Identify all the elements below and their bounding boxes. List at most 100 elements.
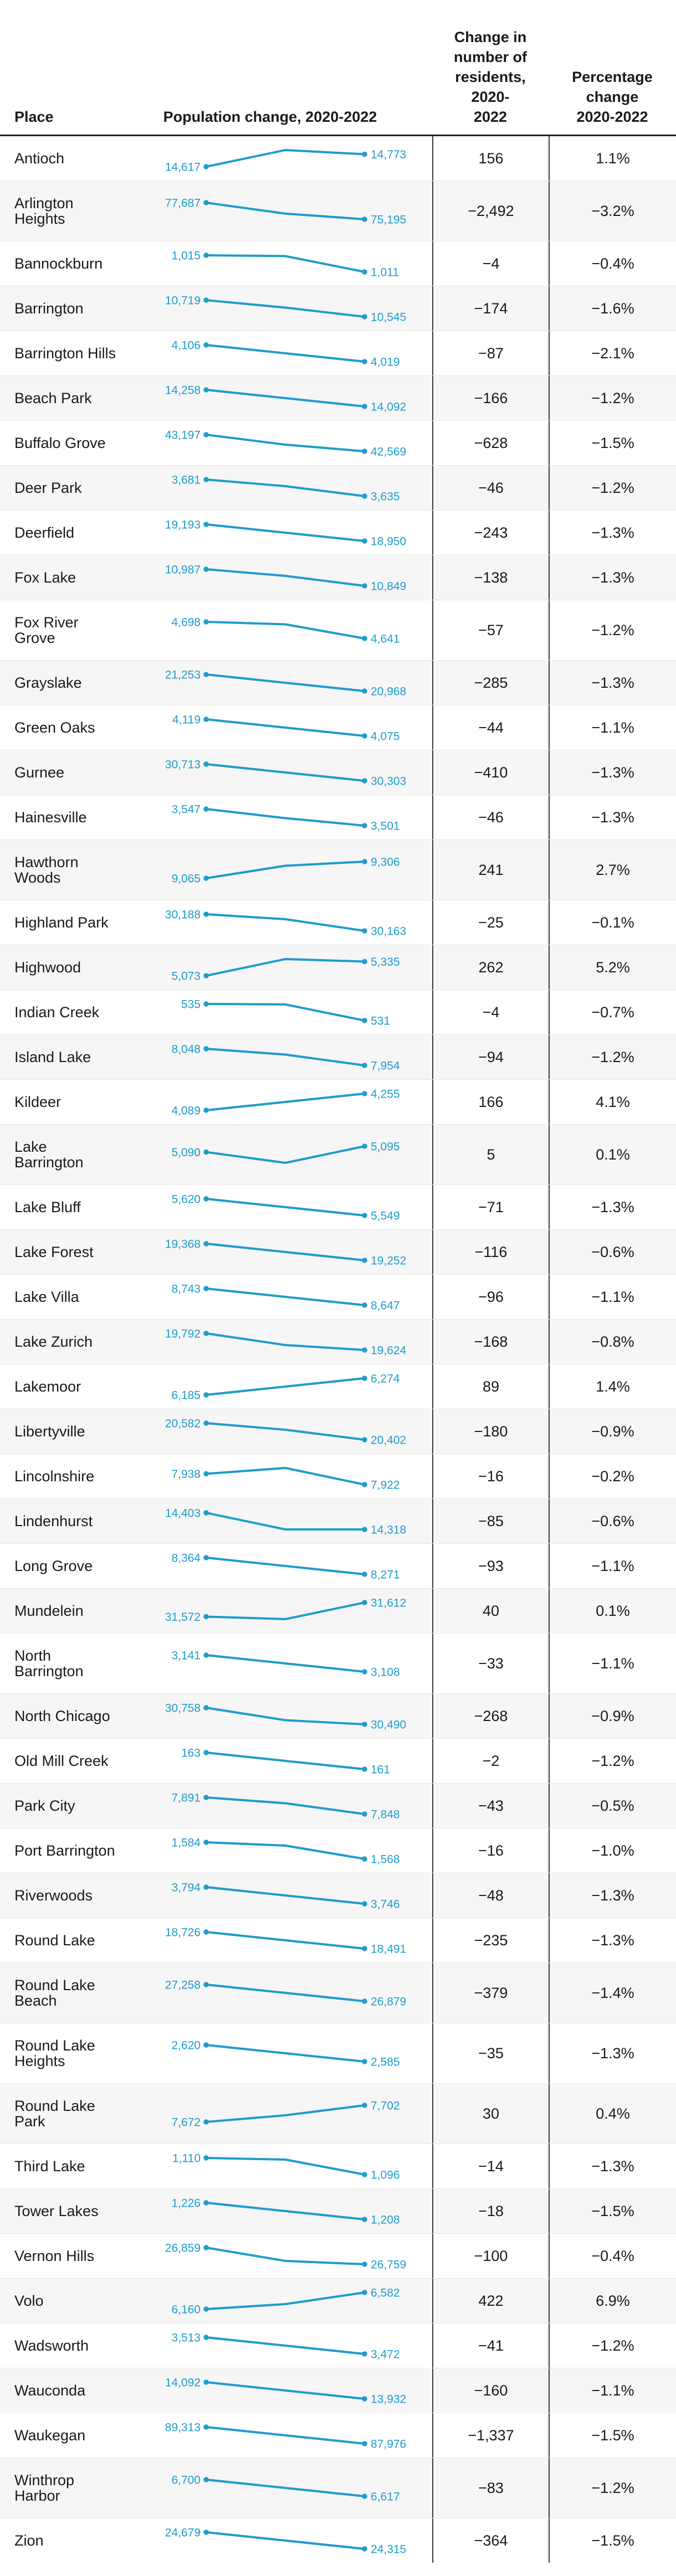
resident-change-value: −93 <box>432 1544 549 1588</box>
sparkline-chart: 1,015 1,011 <box>171 249 399 279</box>
sparkline-chart: 19,193 18,950 <box>165 518 406 548</box>
sparkline-start-dot <box>203 1286 209 1291</box>
end-value-label: 1,011 <box>371 266 399 279</box>
sparkline-line <box>205 568 366 587</box>
start-value-label: 10,719 <box>165 294 201 307</box>
end-value-label: 1,096 <box>371 2168 400 2181</box>
sparkline-line <box>205 1654 366 1673</box>
sparkline-start-dot <box>203 1652 209 1658</box>
place-name: Zion <box>14 2532 44 2549</box>
sparkline-start-dot <box>203 1471 209 1477</box>
end-value-label: 6,274 <box>371 1372 400 1385</box>
end-value-label: 30,303 <box>371 775 406 787</box>
sparkline-cell: 19,368 19,252 <box>141 1230 432 1274</box>
sparkline-chart: 8,743 8,647 <box>171 1282 400 1312</box>
resident-change-value: −71 <box>432 1185 549 1229</box>
sparkline-line <box>205 673 366 692</box>
end-value-label: 5,549 <box>371 1209 400 1222</box>
table-row: Green Oaks 4,119 4,075 −44 −1.1% <box>0 705 676 750</box>
sparkline-cell: 3,547 3,501 <box>141 795 432 839</box>
start-value-label: 30,758 <box>165 1702 201 1714</box>
sparkline-start-dot <box>203 1614 209 1620</box>
sparkline-cell: 3,513 3,472 <box>141 2323 432 2368</box>
resident-change-value: −35 <box>432 2023 549 2083</box>
resident-change-value: −16 <box>432 1454 549 1498</box>
end-value-label: 42,569 <box>371 445 406 458</box>
sparkline-line <box>205 1048 366 1067</box>
percentage-change-value: 6.9% <box>549 2279 676 2323</box>
sparkline-cell: 1,226 1,208 <box>141 2189 432 2233</box>
sparkline-chart: 14,258 14,092 <box>165 384 406 413</box>
sparkline-chart: 14,092 13,932 <box>165 2376 406 2405</box>
sparkline-end-dot <box>362 1302 367 1308</box>
place-name: Kildeer <box>14 1094 62 1110</box>
end-value-label: 26,759 <box>371 2258 406 2271</box>
sparkline-start-dot <box>203 1884 209 1890</box>
resident-change-value: −410 <box>432 750 549 795</box>
sparkline-end-dot <box>362 2217 367 2222</box>
table-row: Round Lake Park 7,672 7,702 30 0.4% <box>0 2083 676 2144</box>
sparkline-end-dot <box>362 2441 367 2446</box>
sparkline-cell: 7,891 7,848 <box>141 1784 432 1828</box>
sparkline-chart: 6,185 6,274 <box>171 1372 400 1402</box>
place-name: Indian Creek <box>14 1004 100 1021</box>
table-row: Island Lake 8,048 7,954 −94 −1.2% <box>0 1034 676 1079</box>
place-name: Arlington Heights <box>14 195 74 227</box>
sparkline-cell: 4,106 4,019 <box>141 331 432 375</box>
sparkline-line <box>205 478 366 497</box>
end-value-label: 75,195 <box>371 213 406 226</box>
start-value-label: 14,092 <box>165 2376 201 2389</box>
sparkline-chart: 4,698 4,641 <box>171 616 400 645</box>
sparkline-cell: 4,119 4,075 <box>141 705 432 750</box>
percentage-change-value: −0.2% <box>549 1454 676 1498</box>
sparkline-start-dot <box>203 1982 209 1987</box>
start-value-label: 4,119 <box>172 713 201 726</box>
sparkline-line <box>205 344 366 363</box>
sparkline-start-dot <box>203 1392 209 1398</box>
resident-change-value: −2,492 <box>432 181 549 241</box>
end-value-label: 6,617 <box>371 2490 400 2503</box>
sparkline-end-dot <box>362 1901 367 1907</box>
sparkline-line <box>205 1145 366 1164</box>
sparkline-end-dot <box>362 1143 367 1149</box>
place-name: Green Oaks <box>14 719 95 736</box>
sparkline-chart: 535 531 <box>181 998 390 1027</box>
sparkline-end-dot <box>362 1375 367 1381</box>
sparkline-chart: 30,713 30,303 <box>165 758 406 787</box>
sparkline-line <box>205 763 366 782</box>
place-name: Barrington <box>14 300 84 317</box>
sparkline-line <box>205 434 366 452</box>
sparkline-end-dot <box>362 2290 367 2295</box>
sparkline-cell: 3,681 3,635 <box>141 466 432 510</box>
sparkline-cell: 163 161 <box>141 1739 432 1783</box>
table-row: Park City 7,891 7,848 −43 −0.5% <box>0 1783 676 1828</box>
percentage-change-value: −1.2% <box>549 600 676 660</box>
sparkline-chart: 21,253 20,968 <box>165 668 406 698</box>
end-value-label: 30,163 <box>371 925 406 937</box>
place-name: Round Lake Heights <box>14 2037 95 2069</box>
start-value-label: 77,687 <box>165 197 201 209</box>
sparkline-start-dot <box>203 2306 209 2312</box>
place-name: Highwood <box>14 959 81 976</box>
table-row: Mundelein 31,572 31,612 40 0.1% <box>0 1588 676 1633</box>
start-value-label: 20,582 <box>165 1417 201 1430</box>
sparkline-cell: 14,403 14,318 <box>141 1499 432 1543</box>
sparkline-cell: 30,188 30,163 <box>141 900 432 945</box>
place-name: Wadsworth <box>14 2337 89 2354</box>
sparkline-end-dot <box>362 583 367 589</box>
sparkline-chart: 19,792 19,624 <box>165 1327 407 1357</box>
sparkline-line <box>205 1243 366 1261</box>
resident-change-value: −87 <box>432 331 549 375</box>
resident-change-value: −85 <box>432 1499 549 1543</box>
percentage-change-value: −1.5% <box>549 2413 676 2457</box>
percentage-change-value: 4.1% <box>549 1080 676 1124</box>
resident-change-value: −166 <box>432 376 549 420</box>
sparkline-cell: 5,073 5,335 <box>141 945 432 990</box>
end-value-label: 2,585 <box>371 2055 400 2068</box>
place-name: Lakemoor <box>14 1378 81 1395</box>
percentage-change-value: −1.3% <box>549 1873 676 1918</box>
sparkline-cell: 30,713 30,303 <box>141 750 432 795</box>
place-name: Libertyville <box>14 1423 85 1440</box>
percentage-change-value: −1.5% <box>549 2189 676 2233</box>
